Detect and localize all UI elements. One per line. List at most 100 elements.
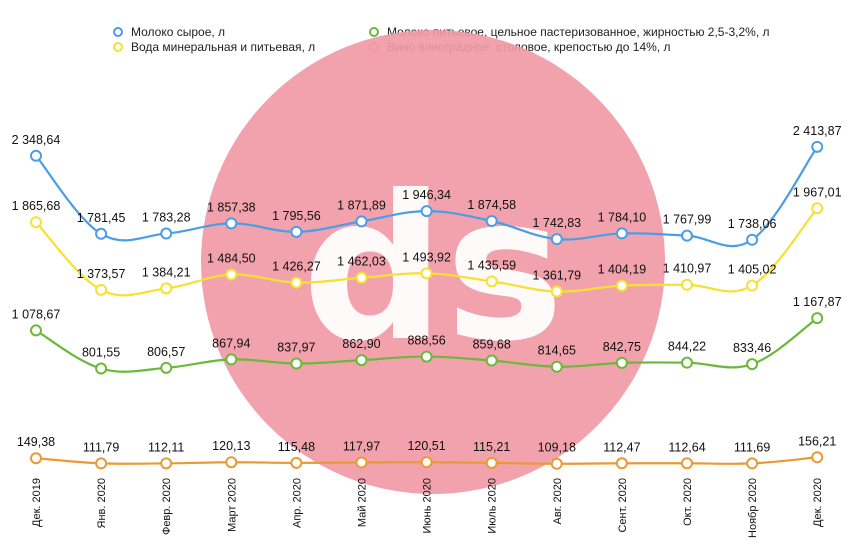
data-point <box>95 283 108 296</box>
x-tick-label: Сент. 2020 <box>617 478 629 533</box>
data-label: 1 078,67 <box>12 307 61 321</box>
watermark-circle <box>201 30 665 494</box>
data-point <box>811 312 824 325</box>
data-label: 1 742,83 <box>532 216 581 230</box>
data-label: 2 413,87 <box>793 124 842 138</box>
legend-label-1: Молоко сырое, л <box>131 25 226 39</box>
data-label: 1 871,89 <box>337 198 386 212</box>
data-label: 814,65 <box>538 344 576 358</box>
data-point <box>225 353 238 366</box>
data-point <box>160 361 173 374</box>
data-label: 149,38 <box>17 435 55 449</box>
data-point <box>225 217 238 230</box>
watermark-logo-text: ds <box>302 153 564 386</box>
data-point <box>160 457 173 470</box>
data-point <box>746 279 759 292</box>
x-tick-label: Март 2020 <box>226 478 238 532</box>
data-point <box>485 456 498 469</box>
x-tick-label: Июль 2020 <box>487 478 499 534</box>
data-label: 1 167,87 <box>793 295 842 309</box>
data-label: 1 767,99 <box>663 213 712 227</box>
data-point <box>681 229 693 242</box>
data-label: 111,69 <box>734 440 770 454</box>
data-label: 1 738,06 <box>728 217 777 231</box>
data-label: 115,21 <box>473 440 510 454</box>
data-label: 1 967,01 <box>793 185 842 199</box>
data-point <box>420 350 433 363</box>
data-label: 1 857,38 <box>207 200 256 214</box>
data-label: 1 410,97 <box>663 262 712 276</box>
data-point <box>95 457 108 470</box>
data-label: 1 946,34 <box>402 188 451 202</box>
data-point <box>420 205 433 218</box>
data-label: 1 865,68 <box>12 199 61 213</box>
data-point <box>30 452 42 465</box>
legend-item-2: Вода минеральная и питьевая, л <box>113 40 315 54</box>
data-point <box>355 456 368 469</box>
data-point <box>811 202 824 215</box>
data-point <box>746 358 759 371</box>
data-label: 1 405,02 <box>728 263 777 277</box>
legend-marker-1 <box>113 27 123 37</box>
data-label: 156,21 <box>798 434 836 448</box>
data-point <box>811 451 824 464</box>
x-tick-label: Июнь 2020 <box>422 478 434 534</box>
data-point <box>615 356 628 369</box>
data-label: 862,90 <box>342 337 380 351</box>
data-label: 1 781,45 <box>77 211 126 225</box>
data-label: 1 361,79 <box>532 269 581 283</box>
data-point <box>485 275 498 288</box>
data-point <box>160 282 173 295</box>
data-point <box>160 227 173 240</box>
data-label: 867,94 <box>212 336 250 350</box>
data-point <box>355 271 368 284</box>
data-label: 115,48 <box>278 440 315 454</box>
data-label: 1 795,56 <box>272 209 321 223</box>
data-point <box>550 360 563 373</box>
data-point <box>811 140 824 153</box>
data-label: 1 462,03 <box>337 255 386 269</box>
data-label: 120,13 <box>212 439 250 453</box>
data-label: 112,64 <box>668 440 705 454</box>
data-point <box>746 233 759 246</box>
data-label: 112,47 <box>603 440 640 454</box>
data-label: 801,55 <box>82 346 120 360</box>
data-label: 1 426,27 <box>272 260 321 274</box>
data-point <box>746 457 759 470</box>
data-label: 1 384,21 <box>142 265 191 279</box>
data-label: 1 783,28 <box>142 211 191 225</box>
data-point <box>485 354 498 367</box>
data-point <box>30 216 42 229</box>
data-label: 120,51 <box>407 439 445 453</box>
legend-marker-2 <box>113 42 123 52</box>
data-point <box>420 267 433 280</box>
data-label: 111,79 <box>83 440 119 454</box>
data-point <box>681 278 693 291</box>
data-label: 112,11 <box>148 440 184 454</box>
legend-marker-3 <box>369 27 379 37</box>
data-label: 833,46 <box>733 341 771 355</box>
data-point <box>225 456 238 469</box>
x-tick-label: Май 2020 <box>357 478 369 527</box>
data-point <box>550 233 563 246</box>
x-tick-label: Дек. 2019 <box>31 478 43 527</box>
data-point <box>30 324 42 337</box>
data-point <box>290 357 303 370</box>
data-point <box>290 456 303 469</box>
data-point <box>550 457 563 470</box>
data-point <box>290 225 303 238</box>
data-label: 844,22 <box>668 340 706 354</box>
data-point <box>615 279 628 292</box>
data-label: 837,97 <box>277 341 315 355</box>
data-point <box>615 457 628 470</box>
data-point <box>95 227 108 240</box>
legend-label-2: Вода минеральная и питьевая, л <box>131 40 316 54</box>
data-point <box>681 457 693 470</box>
x-tick-label: Февр. 2020 <box>161 478 173 535</box>
data-point <box>30 149 42 162</box>
data-label: 1 435,59 <box>467 258 516 272</box>
data-point <box>355 354 368 367</box>
data-point <box>355 215 368 228</box>
data-point <box>615 227 628 240</box>
data-point <box>95 362 108 375</box>
